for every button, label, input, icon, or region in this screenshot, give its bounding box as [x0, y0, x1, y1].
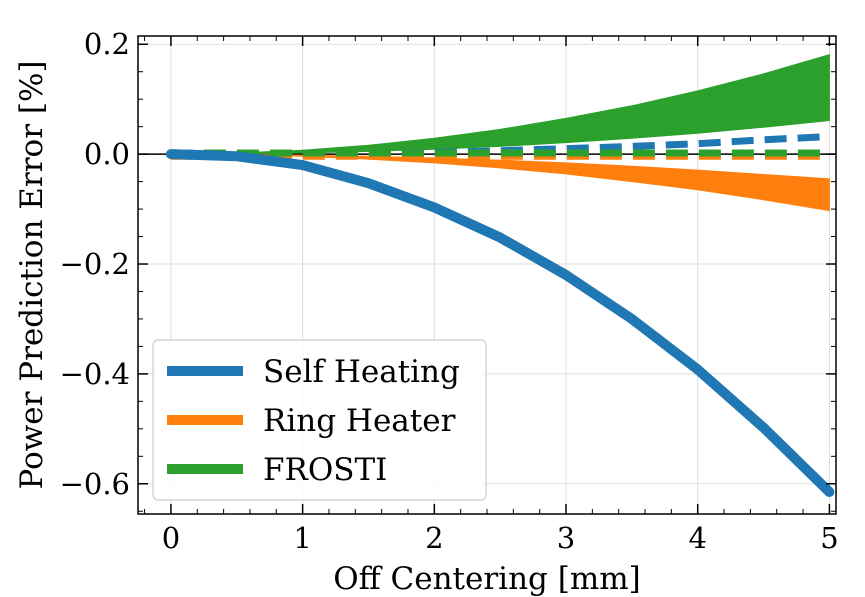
- x-tick-label-1: 1: [293, 521, 311, 555]
- frosti-band: [170, 54, 830, 155]
- x-tick-label-4: 4: [688, 521, 706, 555]
- x-tick-label-2: 2: [425, 521, 443, 555]
- x-tick-labels: 0 1 2 3 4 5: [162, 521, 839, 555]
- self-heating-line: [165, 149, 835, 497]
- bands: [170, 54, 830, 212]
- dashed-lines: [170, 133, 830, 160]
- legend-label-ring-heater: Ring Heater: [263, 403, 456, 439]
- ring-heater-band: [170, 153, 830, 212]
- x-axis-label: Off Centering [mm]: [333, 561, 641, 597]
- y-axis-label: Power Prediction Error [%]: [14, 60, 50, 489]
- ticks: [138, 36, 836, 514]
- x-tick-label-3: 3: [557, 521, 575, 555]
- y-tick-label-2: −0.2: [60, 247, 130, 281]
- legend-box: [152, 339, 487, 501]
- x-tick-label-0: 0: [162, 521, 180, 555]
- legend-label-frosti: FROSTI: [263, 452, 387, 488]
- solid-lines: [165, 149, 835, 497]
- y-tick-label-0: 0.2: [84, 27, 130, 61]
- y-tick-labels: 0.2 0.0 −0.2 −0.4 −0.6: [60, 27, 130, 501]
- legend-label-self-heating: Self Heating: [263, 354, 460, 390]
- legend: Self Heating Ring Heater FROSTI: [152, 339, 487, 501]
- y-tick-label-3: −0.4: [60, 357, 130, 391]
- x-tick-label-5: 5: [820, 521, 838, 555]
- y-tick-label-4: −0.6: [60, 467, 130, 501]
- y-tick-label-1: 0.0: [84, 137, 130, 171]
